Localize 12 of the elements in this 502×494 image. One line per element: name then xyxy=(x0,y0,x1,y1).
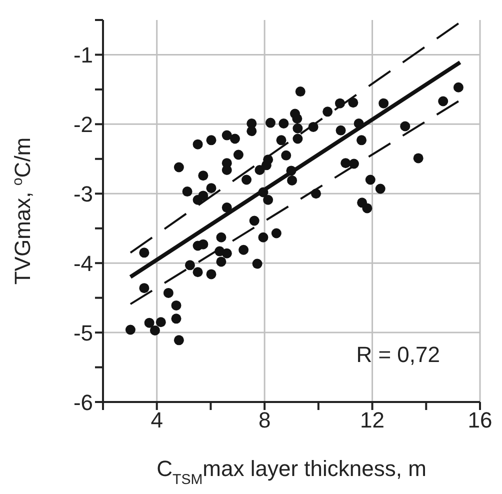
y-tick-label: -1 xyxy=(73,42,93,68)
x-tick-label: 4 xyxy=(150,408,163,433)
y-tick-label: -3 xyxy=(73,181,93,206)
x-tick-label: 12 xyxy=(360,408,385,433)
y-tick-label: -6 xyxy=(73,390,93,415)
annotation: R = 0,72 xyxy=(356,342,440,368)
x-tick-label: 16 xyxy=(468,408,492,433)
x-axis-title: C$_{TSM}$max layer thickness, m xyxy=(156,456,426,488)
y-tick-label: -4 xyxy=(73,250,93,276)
y-tick-label: -2 xyxy=(73,112,93,137)
y-tick-label: -5 xyxy=(73,320,93,346)
x-tick-label: 8 xyxy=(258,408,271,433)
